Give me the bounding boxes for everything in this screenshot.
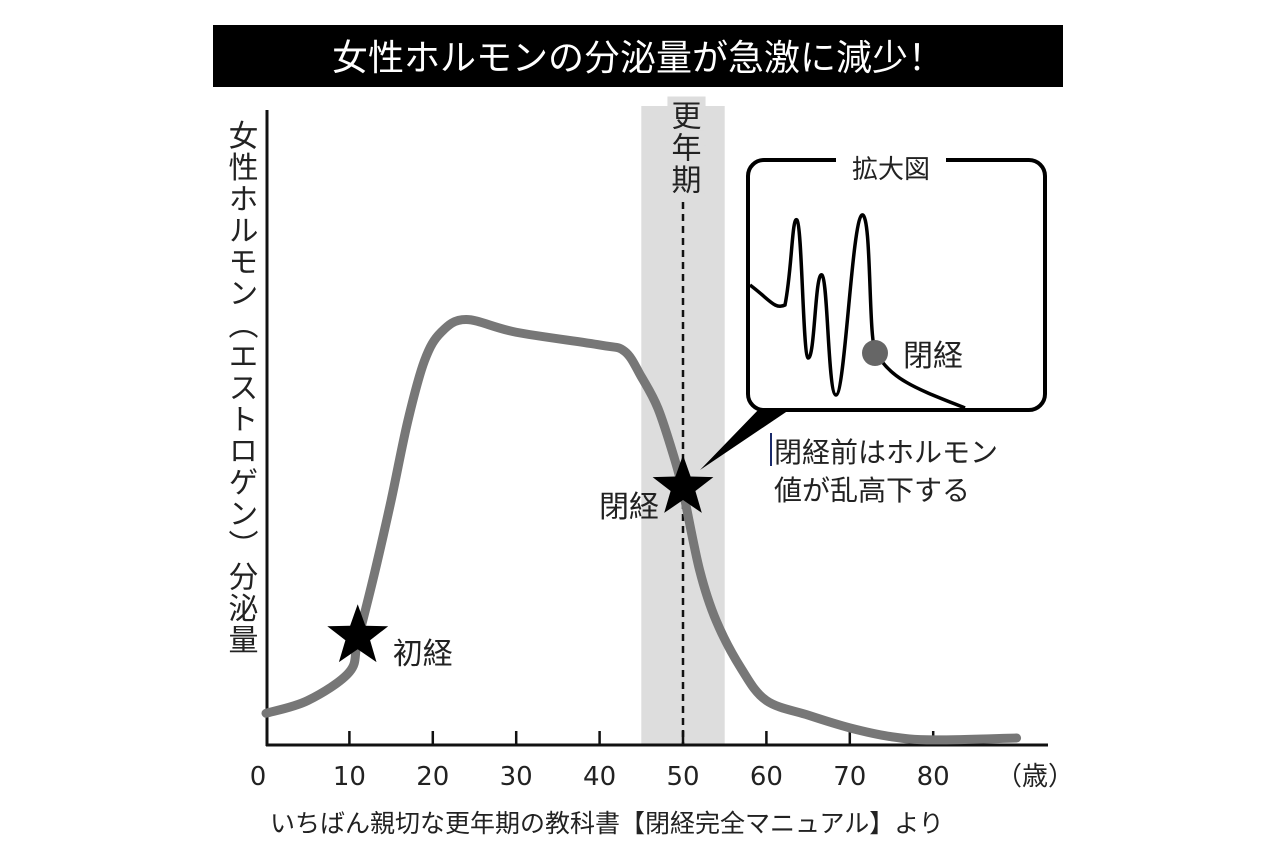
annotation-line-1: 閉経前はホルモン <box>774 436 998 469</box>
inset-marker-label: 閉経 <box>903 339 963 374</box>
x-tick-label: 70 <box>833 762 866 792</box>
x-tick-label: 60 <box>750 762 783 792</box>
y-axis-label: 女性ホルモン（エストロゲン）分泌量 <box>223 120 259 656</box>
inset-title-bg <box>836 148 946 174</box>
chart-title: 女性ホルモンの分泌量が急激に減少！ <box>332 38 944 79</box>
title-bar <box>213 25 1063 87</box>
inset-menopause-marker <box>862 340 888 366</box>
x-tick-label: 40 <box>583 762 616 792</box>
inset-callout-pointer <box>700 408 792 470</box>
inset-box <box>746 158 1047 412</box>
source-note: いちばん親切な更年期の教科書【閉経完全マニュアル】より <box>270 809 944 838</box>
annotation-line-2: 値が乱高下する <box>774 474 970 507</box>
marker-label: 閉経 <box>599 490 659 525</box>
star-marker <box>652 455 714 513</box>
inset-curve <box>748 213 966 410</box>
x-axis-unit: （歳） <box>996 762 1074 792</box>
marker-label: 初経 <box>393 637 453 672</box>
x-tick-label: 10 <box>333 762 366 792</box>
inset-title: 拡大図 <box>852 155 930 185</box>
x-tick-label: 0 <box>250 762 267 792</box>
x-tick-label: 30 <box>500 762 533 792</box>
menopause-band-label: 更年期 <box>666 100 701 196</box>
series-line <box>261 315 1022 745</box>
star-marker <box>327 604 389 663</box>
x-tick-label: 20 <box>416 762 449 792</box>
x-tick-label: 50 <box>666 762 699 792</box>
x-tick-label: 80 <box>917 762 950 792</box>
